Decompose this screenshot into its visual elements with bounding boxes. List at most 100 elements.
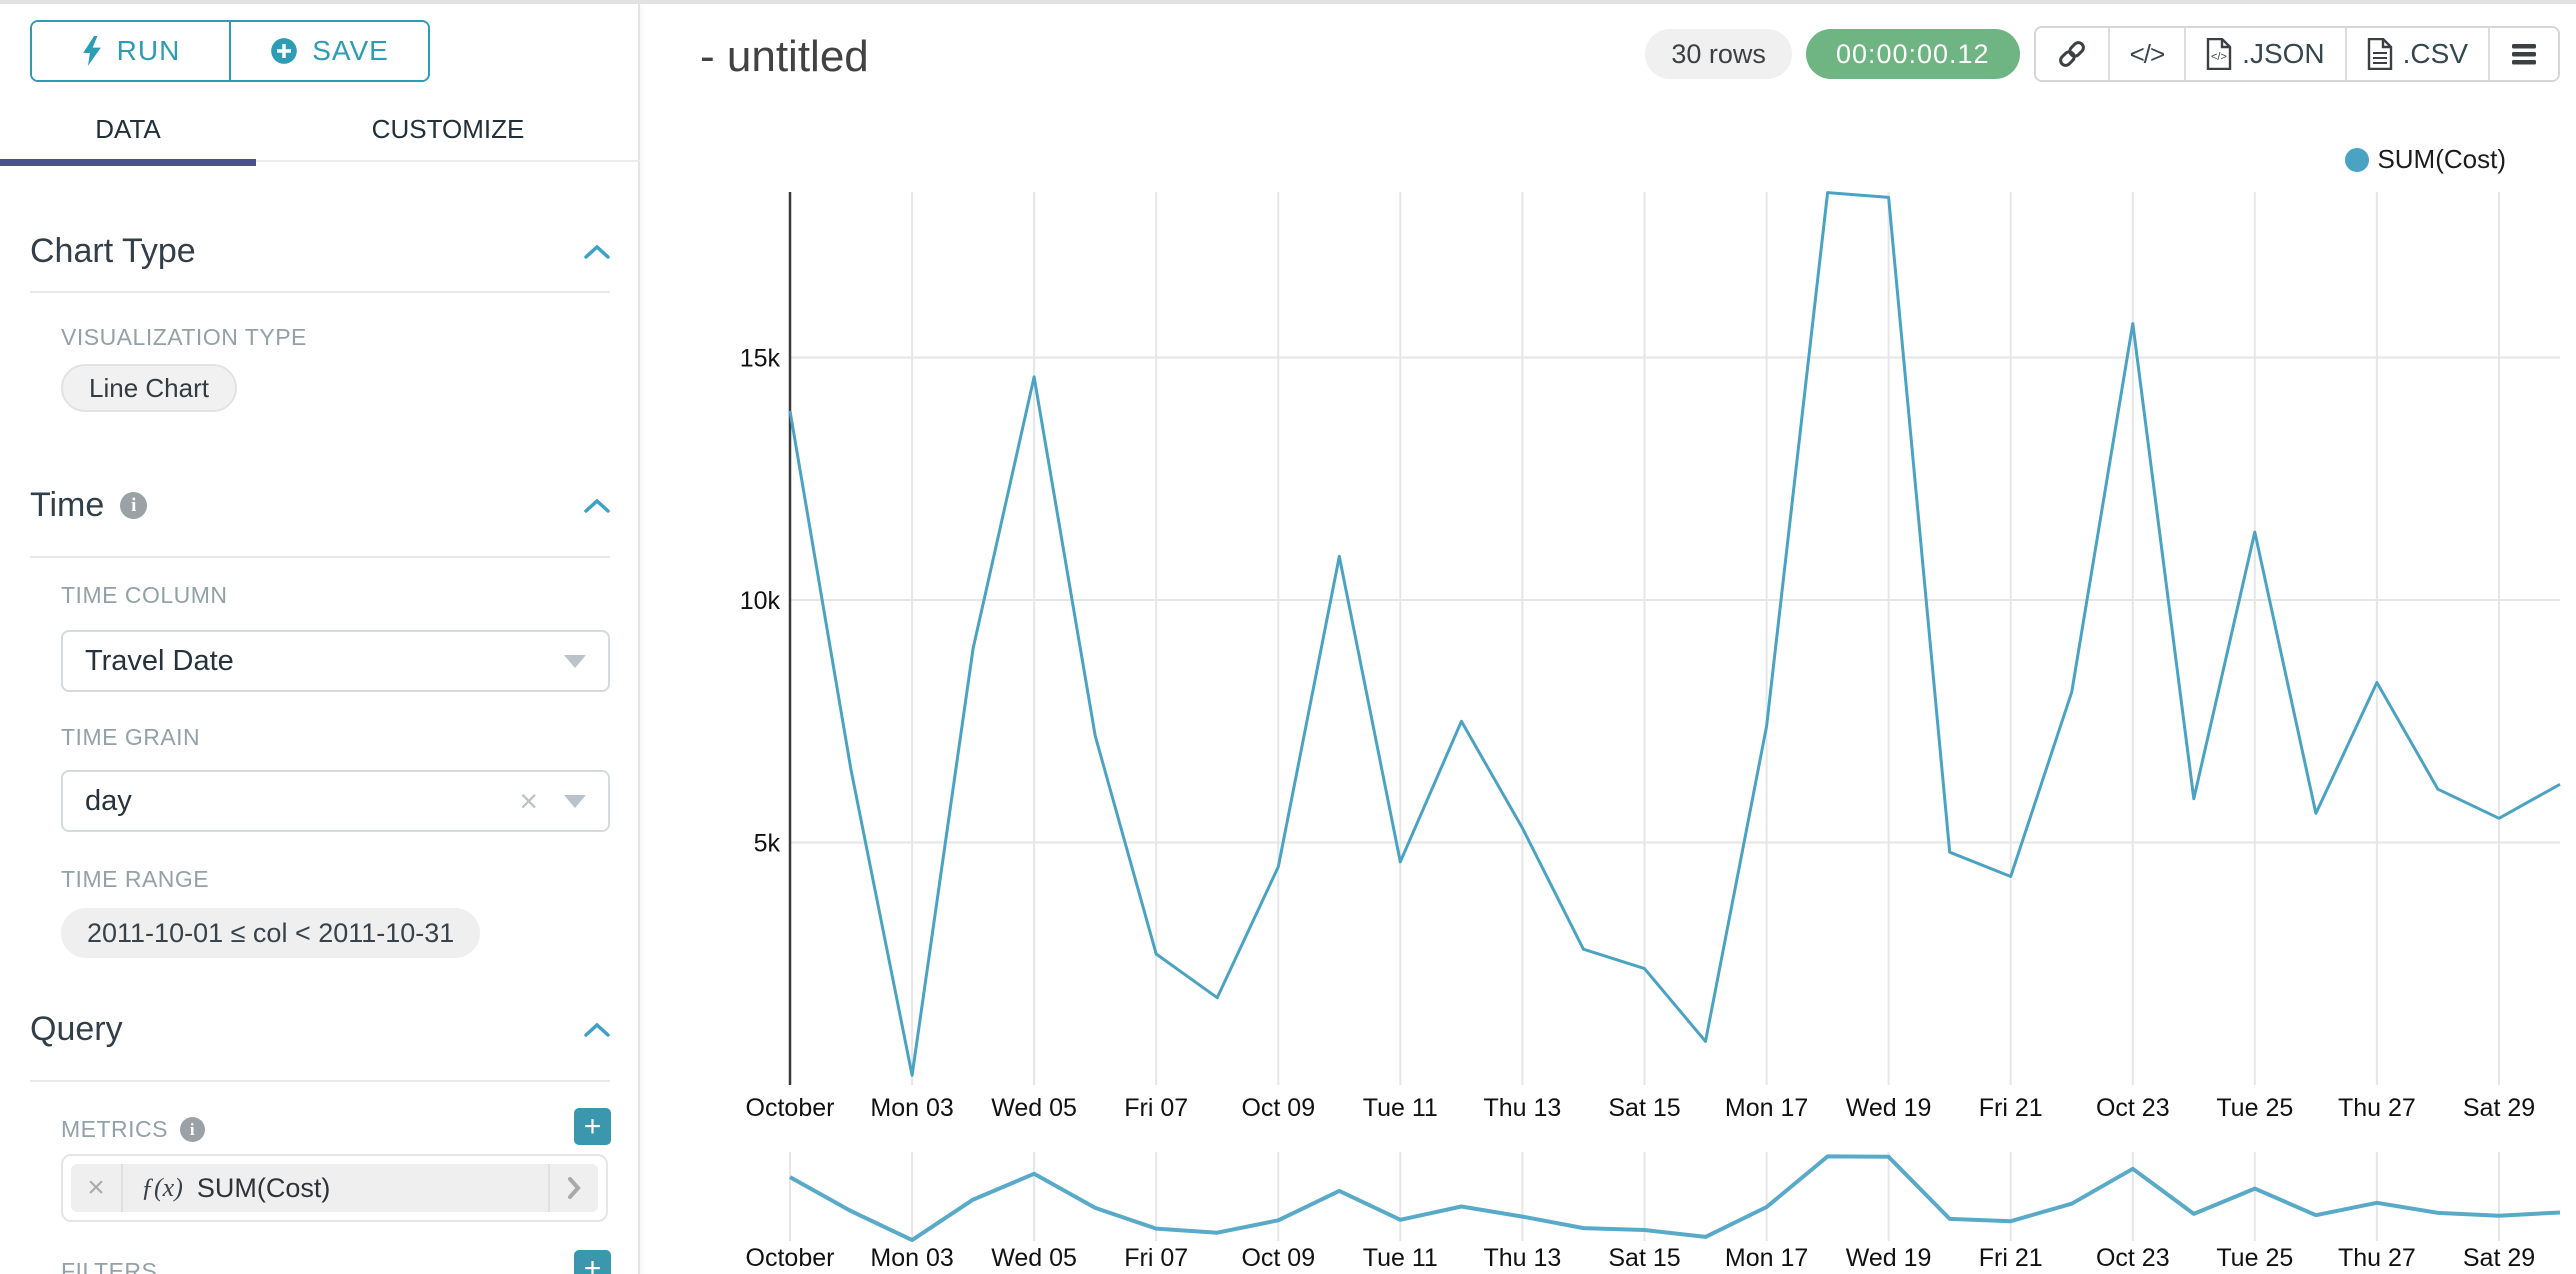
save-button-label: SAVE (312, 35, 389, 66)
expand-metric-icon[interactable] (548, 1164, 598, 1212)
view-query-button[interactable]: </> (2107, 28, 2185, 80)
clear-icon[interactable]: × (519, 783, 538, 819)
legend-item[interactable]: SUM(Cost) (2345, 144, 2506, 175)
sidebar-tabs: DATA CUSTOMIZE (0, 98, 640, 166)
time-range-text: 2011-10-01 ≤ col < 2011-10-31 (87, 917, 455, 948)
code-icon: </> (2129, 38, 2166, 69)
metrics-label: METRICS i (61, 1116, 205, 1143)
info-icon: i (180, 1117, 205, 1142)
time-column-value: Travel Date (85, 644, 234, 677)
section-time-title: Time (30, 486, 105, 524)
export-csv-button[interactable]: .CSV (2344, 28, 2488, 80)
chart-menu-button[interactable] (2488, 28, 2558, 80)
chevron-down-icon (564, 654, 586, 668)
control-sidebar: RUN SAVE DATA CUSTOMIZE Chart Type (0, 4, 640, 1274)
x-axis-tick-label: Wed 05 (991, 1094, 1077, 1122)
x-axis-tick-label: Fri 07 (1124, 1094, 1188, 1122)
viz-type-text: Line Chart (89, 372, 209, 403)
time-column-label: TIME COLUMN (61, 582, 228, 608)
legend-series-dot (2345, 147, 2370, 172)
row-count-text: 30 rows (1671, 38, 1766, 69)
x-axis-tick-label: Oct 09 (1241, 1094, 1315, 1122)
tab-customize[interactable]: CUSTOMIZE (256, 98, 640, 160)
section-chart-type-title: Chart Type (30, 232, 196, 270)
y-axis-tick-label: 10k (740, 587, 781, 615)
add-metric-button[interactable]: + (574, 1108, 611, 1145)
section-query-header[interactable]: Query (30, 1010, 610, 1049)
chevron-up-icon[interactable] (584, 244, 610, 260)
csv-label: .CSV (2402, 38, 2468, 69)
row-count-badge: 30 rows (1645, 29, 1792, 79)
metric-item[interactable]: ƒ(x) SUM(Cost) (123, 1173, 548, 1204)
save-button[interactable]: SAVE (229, 22, 428, 80)
minimap-tick-label: Tue 25 (2216, 1244, 2293, 1272)
filters-label: FILTERS (61, 1258, 158, 1274)
info-icon: i (120, 492, 148, 519)
series-line[interactable] (788, 191, 2561, 1077)
x-axis-tick-label: Sat 29 (2463, 1094, 2535, 1122)
hamburger-menu-icon (2510, 42, 2538, 66)
add-filter-button[interactable]: + (574, 1250, 611, 1274)
minimap-tick-label: Thu 13 (1483, 1244, 1561, 1272)
time-column-select[interactable]: Travel Date (61, 630, 610, 692)
metrics-container: × ƒ(x) SUM(Cost) (61, 1154, 608, 1222)
section-time-header[interactable]: Time i (30, 486, 610, 525)
chart-title[interactable]: - untitled (700, 32, 869, 81)
time-grain-value: day (85, 784, 132, 817)
time-grain-select[interactable]: day × (61, 770, 610, 832)
export-button-group: </> </> .JSON (2033, 26, 2560, 82)
lightning-bolt-icon (81, 36, 103, 66)
export-json-button[interactable]: </> .JSON (2184, 28, 2345, 80)
time-range-value[interactable]: 2011-10-01 ≤ col < 2011-10-31 (61, 908, 481, 958)
json-label: .JSON (2242, 38, 2325, 69)
visualization-type-label: VISUALIZATION TYPE (61, 324, 307, 350)
json-file-icon: </> (2206, 38, 2232, 70)
x-axis-tick-label: Fri 21 (1979, 1094, 2043, 1122)
divider (30, 291, 610, 293)
metric-name: SUM(Cost) (196, 1172, 331, 1203)
x-axis-tick-label: Tue 11 (1363, 1094, 1438, 1122)
minimap-tick-label: Tue 11 (1363, 1244, 1438, 1272)
chevron-up-icon[interactable] (584, 1022, 610, 1038)
minimap-tick-label: Mon 17 (1725, 1244, 1808, 1272)
divider (30, 556, 610, 558)
x-axis-tick-label: Oct 23 (2096, 1094, 2170, 1122)
legend-series-label: SUM(Cost) (2377, 144, 2506, 174)
x-axis-tick-label: Thu 27 (2338, 1094, 2416, 1122)
tab-data[interactable]: DATA (0, 98, 256, 166)
minimap-tick-label: Oct 23 (2096, 1244, 2170, 1272)
remove-metric-icon[interactable]: × (71, 1164, 123, 1212)
link-icon (2056, 38, 2088, 70)
minimap-tick-label: Oct 09 (1241, 1244, 1315, 1272)
minimap-tick-label: Mon 03 (870, 1244, 953, 1272)
range-minimap-chart[interactable]: October Mon 03 Wed 05 Fri 07 Oct 09 Tue 11 Thu… (640, 1144, 2576, 1274)
x-axis-tick-label: Wed 19 (1846, 1094, 1932, 1122)
query-timer-badge: 00:00:00.12 (1805, 29, 2020, 79)
x-axis-tick-label: Thu 13 (1483, 1094, 1561, 1122)
time-range-label: TIME RANGE (61, 866, 210, 892)
minimap-tick-label: Sat 29 (2463, 1244, 2535, 1272)
visualization-type-value[interactable]: Line Chart (61, 364, 237, 412)
y-axis-tick-label: 15k (740, 345, 781, 373)
section-chart-type-header[interactable]: Chart Type (30, 232, 610, 271)
minimap-tick-label: Wed 05 (991, 1244, 1077, 1272)
main-line-chart[interactable]: 5k 10k 15k October Mon 03 Wed 05 Fri 07 Oct 09 T… (640, 144, 2576, 1144)
x-axis-tick-label: October (746, 1094, 835, 1122)
run-save-button-group: RUN SAVE (30, 20, 430, 82)
run-button[interactable]: RUN (32, 22, 229, 80)
tab-customize-label: CUSTOMIZE (371, 113, 525, 144)
function-icon: ƒ(x) (141, 1173, 183, 1202)
minimap-series-line[interactable] (789, 1154, 2561, 1243)
minimap-tick-label: Fri 07 (1124, 1244, 1188, 1272)
chevron-up-icon[interactable] (584, 498, 610, 514)
query-timer-text: 00:00:00.12 (1835, 38, 1990, 69)
section-query-title: Query (30, 1010, 123, 1048)
share-link-button[interactable] (2035, 28, 2108, 80)
minimap-tick-label: Sat 15 (1608, 1244, 1680, 1272)
divider (30, 1080, 610, 1082)
metrics-label-text: METRICS (61, 1116, 168, 1142)
minimap-tick-label: Thu 27 (2338, 1244, 2416, 1272)
metric-pill: × ƒ(x) SUM(Cost) (71, 1164, 598, 1212)
tab-data-label: DATA (95, 113, 161, 144)
